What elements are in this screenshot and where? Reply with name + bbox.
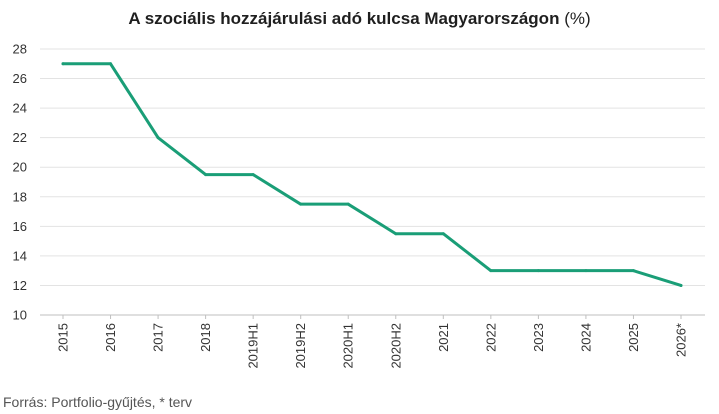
x-tick-label: 2026* (674, 323, 689, 357)
chart-title-unit: (%) (564, 9, 591, 28)
data-point (441, 232, 445, 236)
data-point (489, 269, 493, 273)
data-point (204, 173, 208, 177)
series-line (61, 62, 683, 287)
x-tick-label: 2023 (531, 323, 546, 352)
x-tick-label: 2019H2 (293, 323, 308, 369)
data-point (156, 136, 160, 140)
data-point (584, 269, 588, 273)
y-tick-label: 12 (13, 278, 27, 293)
x-tick-label: 2020H2 (388, 323, 403, 369)
data-point (61, 62, 65, 66)
data-point (394, 232, 398, 236)
y-tick-label: 20 (13, 160, 27, 175)
y-tick-label: 28 (13, 42, 27, 57)
data-point (536, 269, 540, 273)
x-tick-label: 2025 (626, 323, 641, 352)
x-tick-label: 2016 (103, 323, 118, 352)
y-tick-label: 24 (13, 101, 27, 116)
x-tick-label: 2020H1 (341, 323, 356, 369)
x-tick-label: 2022 (483, 323, 498, 352)
x-tick-label: 2015 (56, 323, 71, 352)
grid-lines (40, 48, 705, 316)
y-tick-label: 14 (13, 248, 27, 263)
x-tick-label: 2018 (198, 323, 213, 352)
data-point (299, 202, 303, 206)
data-point (109, 62, 113, 66)
series-group (61, 62, 683, 287)
data-point (251, 173, 255, 177)
data-point (631, 269, 635, 273)
x-tick-label: 2024 (578, 323, 593, 352)
y-tick-label: 26 (13, 71, 27, 86)
y-tick-label: 16 (13, 219, 27, 234)
chart-title: A szociális hozzájárulási adó kulcsa Mag… (0, 9, 719, 29)
chart-title-text: A szociális hozzájárulási adó kulcsa Mag… (128, 9, 560, 28)
data-point (679, 283, 683, 287)
y-tick-label: 22 (13, 130, 27, 145)
x-tick-labels: 2015 2016 2017 2018 2019H1 2019H2 2020H1 2020H2… (56, 315, 689, 369)
y-tick-label: 18 (13, 189, 27, 204)
x-tick-label: 2019H1 (246, 323, 261, 369)
y-tick-label: 10 (13, 308, 27, 323)
x-tick-label: 2021 (436, 323, 451, 352)
data-point (346, 202, 350, 206)
y-tick-labels: 10 12 14 16 18 20 22 24 26 28 (13, 42, 27, 323)
x-tick-label: 2017 (151, 323, 166, 352)
source-note: Forrás: Portfolio-gyűjtés, * terv (3, 394, 193, 410)
